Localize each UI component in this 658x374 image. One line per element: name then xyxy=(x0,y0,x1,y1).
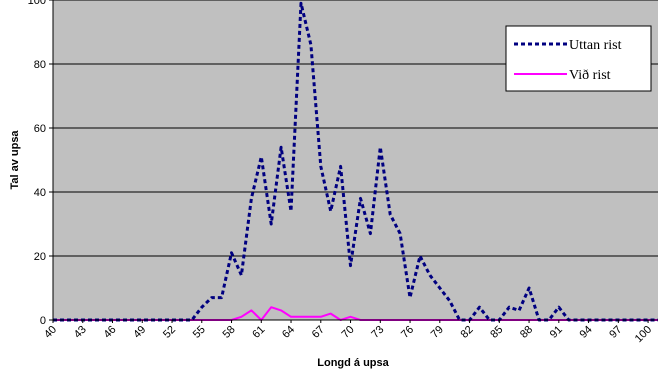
legend-label-uttan-rist: Uttan rist xyxy=(569,38,622,53)
x-tick-labels: 40 43 46 49 52 55 58 61 64 67 70 73 76 79 82 85 88 91 94 97… xyxy=(42,320,654,345)
y-tick-label: 40 xyxy=(34,187,46,199)
y-tick-label: 80 xyxy=(34,59,46,71)
x-axis-title: Longd á upsa xyxy=(317,357,389,369)
y-tick-label: 0 xyxy=(40,315,46,327)
y-tick-label: 100 xyxy=(28,0,46,7)
legend: Uttan rist Við rist xyxy=(505,25,652,92)
y-tick-labels: 0 20 40 60 80 100 xyxy=(28,0,53,327)
y-tick-label: 20 xyxy=(34,251,46,263)
y-tick-label: 60 xyxy=(34,123,46,135)
legend-box xyxy=(505,25,652,92)
axes xyxy=(52,0,658,321)
legend-label-vid-rist: Við rist xyxy=(569,68,611,83)
y-axis-title: Tal av upsa xyxy=(9,130,21,190)
